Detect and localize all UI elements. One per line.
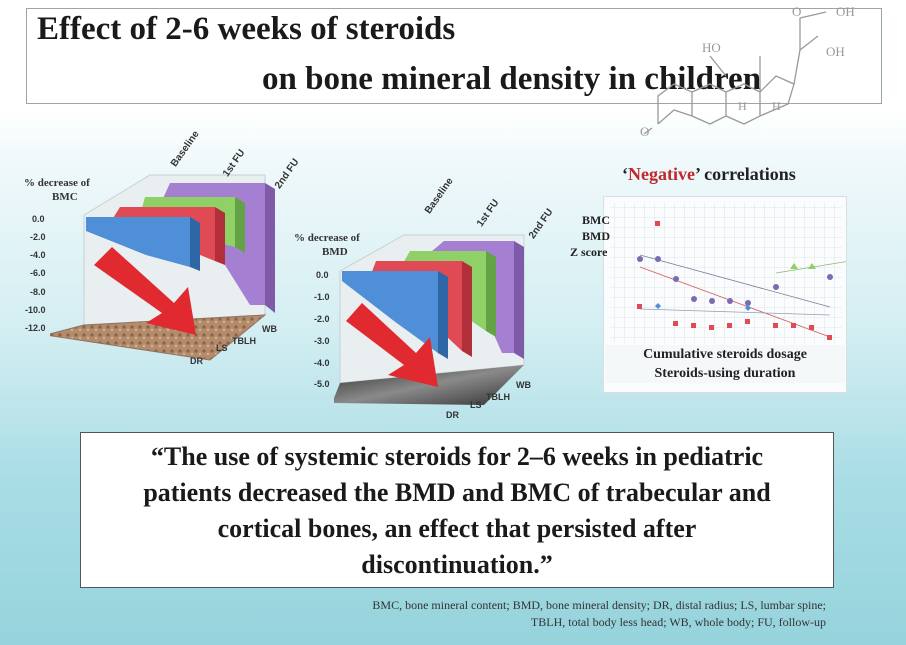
- bmc-site-label: TBLH: [232, 336, 256, 346]
- negative-word: Negative: [628, 164, 695, 184]
- bmc-site-label: WB: [262, 324, 277, 334]
- svg-text:OH: OH: [826, 44, 845, 59]
- bmd-trend-arrow: [346, 303, 438, 387]
- mol-label: O: [792, 4, 801, 19]
- svg-text:H: H: [772, 99, 781, 113]
- svg-text:O: O: [640, 124, 649, 139]
- correlation-caption: Cumulative steroids dosage Steroids-usin…: [605, 345, 845, 383]
- title-line-2: on bone mineral density in children: [262, 61, 762, 97]
- bmc-trend-arrow: [94, 247, 196, 335]
- bmc-bar-blue: [86, 217, 190, 267]
- quote-line: patients decreased the BMD and BMC of tr…: [143, 478, 771, 507]
- quote-box: “The use of systemic steroids for 2–6 we…: [80, 432, 834, 588]
- bmd-3d-chart: [334, 234, 525, 405]
- quote-line: discontinuation.”: [361, 550, 553, 579]
- bmc-ytick: -2.0: [30, 232, 46, 242]
- scatter-plot: [610, 203, 851, 343]
- title-line-1: Effect of 2-6 weeks of steroids: [37, 11, 456, 47]
- bmd-ytick: 0.0: [316, 270, 329, 280]
- bmd-site-label: LS: [470, 400, 482, 410]
- abbreviations-footnote: BMC, bone mineral content; BMD, bone min…: [372, 598, 826, 629]
- bmc-3d-chart: [50, 174, 275, 361]
- svg-text:H: H: [738, 99, 747, 113]
- bmd-ytick: -5.0: [314, 379, 330, 389]
- quote-line: cortical bones, an effect that persisted…: [217, 514, 697, 543]
- bmd-series-label: Baseline: [422, 175, 456, 216]
- bmd-ytick: -2.0: [314, 314, 330, 324]
- bmc-ytick: -6.0: [30, 268, 46, 278]
- bmc-ytick: -4.0: [30, 250, 46, 260]
- svg-text:HO: HO: [702, 40, 721, 55]
- svg-text:OH: OH: [836, 4, 855, 19]
- bmc-ytick: -10.0: [25, 305, 46, 315]
- bmd-bar-blue: [342, 271, 438, 353]
- bmc-site-label: LS: [216, 343, 228, 353]
- bmd-ytick: -4.0: [314, 358, 330, 368]
- bmd-site-label: TBLH: [486, 392, 510, 402]
- bmd-ytick: -1.0: [314, 292, 330, 302]
- bmc-series-label: Baseline: [168, 128, 202, 169]
- bmd-ytick: -3.0: [314, 336, 330, 346]
- bmd-site-label: DR: [446, 410, 459, 420]
- bmc-ytick: -8.0: [30, 287, 46, 297]
- correlations-title: ‘Negative’ correlations: [622, 164, 796, 184]
- bmd-axis-title: % decrease of BMD: [294, 232, 360, 258]
- bmc-ytick: -12.0: [25, 323, 46, 333]
- quote-line: “The use of systemic steroids for 2–6 we…: [150, 442, 764, 471]
- title-box: Effect of 2-6 weeks of steroids on bone …: [26, 8, 882, 104]
- bmc-site-label: DR: [190, 356, 203, 366]
- steroid-molecule-image: O OH HO OH H H O: [640, 4, 855, 139]
- correlation-variables: BMC BMD Z score: [570, 213, 610, 259]
- bmc-axis-title: % decrease of BMC: [24, 177, 90, 203]
- bmc-ytick: 0.0: [32, 214, 45, 224]
- bmd-site-label: WB: [516, 380, 531, 390]
